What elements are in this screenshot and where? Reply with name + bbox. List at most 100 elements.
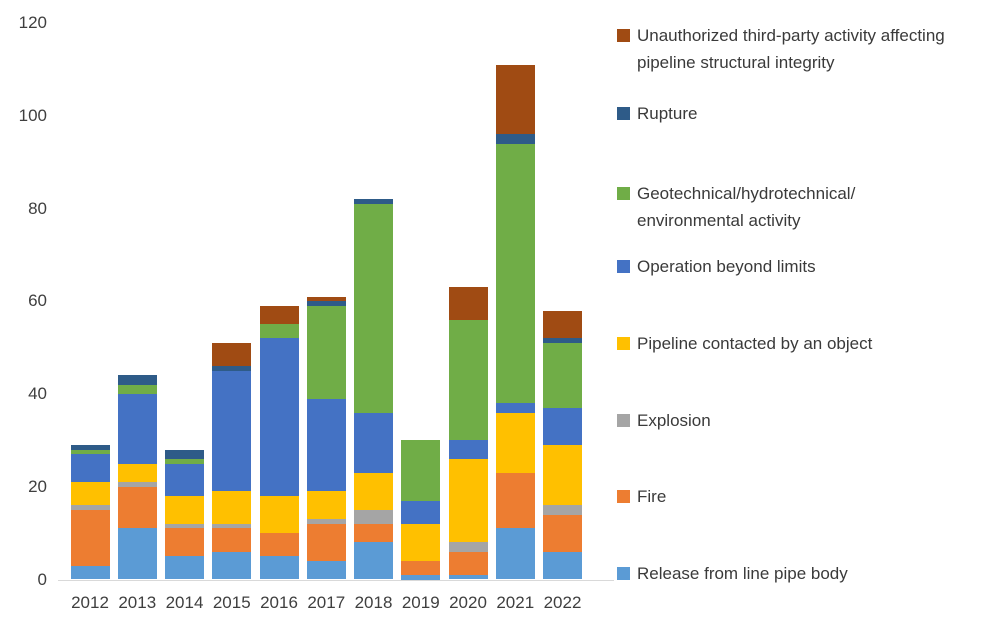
segment-release-from-line-2014	[165, 556, 204, 580]
legend-swatch-icon	[617, 490, 630, 503]
segment-release-from-line-2012	[70, 565, 110, 580]
x-axis-label-2021: 2021	[496, 593, 535, 612]
segment-rupture-2018	[354, 199, 393, 204]
segment-fire-2022	[543, 514, 582, 552]
legend-item-unauthorized-third-party: Unauthorized third-party activity affect…	[617, 22, 945, 76]
segment-pipeline-contacted-by-2020	[448, 458, 488, 543]
bar-2020	[448, 287, 488, 580]
segment-geotechnicalhydrotechnicalenvironmental-activity-2019	[401, 440, 441, 501]
segment-rupture-2017	[306, 301, 346, 306]
x-axis-label-2019: 2019	[401, 593, 440, 612]
segment-unauthorized-third-party-activity-2015	[212, 343, 252, 367]
bar-2014	[165, 449, 204, 580]
legend-label: Geotechnical/hydrotechnical/environmenta…	[637, 180, 855, 234]
x-axis-label-2014: 2014	[165, 593, 204, 612]
legend-item-explosion: Explosion	[617, 407, 711, 434]
y-axis-label-60: 60	[28, 291, 47, 311]
segment-geotechnicalhydrotechnicalenvironmental-activity-2021	[495, 143, 535, 404]
legend-item-geotechnicalhydrotechnical: Geotechnical/hydrotechnical/environmenta…	[617, 180, 855, 234]
legend-label: Rupture	[637, 100, 697, 127]
segment-geotechnicalhydrotechnicalenvironmental-activity-2022	[543, 343, 582, 408]
legend-label-line: Operation beyond limits	[637, 257, 816, 276]
segment-explosion-2020	[448, 542, 488, 552]
segment-explosion-2013	[117, 482, 157, 487]
legend-label-line: Geotechnical/hydrotechnical/	[637, 184, 856, 203]
segment-release-from-line-2018	[354, 542, 393, 580]
legend-swatch-icon	[617, 567, 630, 580]
segment-rupture-2014	[165, 449, 204, 459]
bar-2016	[259, 305, 299, 580]
segment-operation-beyond-limits-2012	[70, 454, 110, 483]
segment-operation-beyond-limits-2014	[165, 463, 204, 497]
segment-fire-2012	[70, 509, 110, 566]
segment-pipeline-contacted-by-2012	[70, 482, 110, 506]
bar-2012	[70, 445, 110, 580]
segment-geotechnicalhydrotechnicalenvironmental-activity-2017	[306, 305, 346, 399]
segment-pipeline-contacted-by-2019	[401, 523, 441, 561]
legend-item-release-from: Release from line pipe body	[617, 560, 848, 587]
segment-fire-2015	[212, 528, 252, 552]
legend-label: Release from line pipe body	[637, 560, 848, 587]
legend-label: Operation beyond limits	[637, 253, 816, 280]
segment-geotechnicalhydrotechnicalenvironmental-activity-2016	[259, 324, 299, 339]
y-axis-label-120: 120	[18, 13, 47, 32]
legend-label: Explosion	[637, 407, 711, 434]
bar-2018	[354, 199, 393, 580]
x-axis-label-2012: 2012	[71, 593, 109, 612]
segment-rupture-2013	[117, 375, 157, 385]
legend-label-line: Rupture	[637, 104, 698, 123]
y-axis-label-100: 100	[18, 105, 47, 125]
segment-release-from-line-2022	[543, 551, 582, 580]
x-axis-label-2018: 2018	[354, 593, 393, 612]
segment-unauthorized-third-party-activity-2021	[495, 64, 535, 135]
segment-fire-2016	[259, 533, 299, 557]
segment-geotechnicalhydrotechnicalenvironmental-activity-2018	[354, 203, 393, 413]
legend-label-line: Release from line pipe body	[637, 564, 848, 583]
segment-explosion-2012	[70, 505, 110, 510]
x-axis-label-2022: 2022	[543, 593, 582, 612]
segment-unauthorized-third-party-activity-2020	[448, 287, 488, 320]
bar-2022	[543, 310, 582, 580]
segment-operation-beyond-limits-2022	[543, 407, 582, 446]
legend-label-line: Explosion	[637, 411, 711, 430]
x-axis-line	[58, 579, 614, 581]
segment-release-from-line-2017	[306, 560, 346, 580]
segment-explosion-2014	[165, 523, 204, 529]
segment-explosion-2015	[212, 523, 252, 529]
segment-pipeline-contacted-by-2016	[259, 496, 299, 534]
segment-release-from-line-2019	[401, 574, 441, 580]
x-axis-label-2017: 2017	[307, 593, 346, 612]
segment-fire-2019	[401, 560, 441, 575]
bar-2021	[495, 64, 535, 580]
segment-pipeline-contacted-by-2022	[543, 445, 582, 506]
x-axis-label-2015: 2015	[212, 593, 251, 612]
segment-pipeline-contacted-by-2015	[212, 491, 252, 524]
segment-geotechnicalhydrotechnicalenvironmental-activity-2014	[165, 458, 204, 464]
segment-release-from-line-2013	[117, 528, 157, 580]
legend-item-operation-beyond: Operation beyond limits	[617, 253, 816, 280]
segment-explosion-2017	[306, 519, 346, 524]
segment-unauthorized-third-party-activity-2017	[306, 296, 346, 302]
segment-operation-beyond-limits-2013	[117, 394, 157, 464]
y-axis-label-0: 0	[37, 569, 47, 589]
segment-release-from-line-2016	[259, 556, 299, 580]
y-axis-label-20: 20	[28, 476, 47, 496]
segment-fire-2018	[354, 523, 393, 543]
segment-release-from-line-2020	[448, 574, 488, 580]
segment-release-from-line-2021	[495, 528, 535, 580]
segment-explosion-2018	[354, 509, 393, 524]
segment-rupture-2012	[70, 445, 110, 450]
bar-2013	[117, 375, 157, 580]
y-axis-label-40: 40	[28, 384, 47, 403]
segment-rupture-2021	[495, 134, 535, 144]
legend-swatch-icon	[617, 414, 630, 427]
x-axis-label-2020: 2020	[449, 593, 487, 612]
legend-label-line: Fire	[637, 487, 667, 506]
legend-label-line: pipeline structural integrity	[637, 53, 835, 72]
segment-rupture-2015	[212, 366, 252, 371]
x-axis-label-2016: 2016	[260, 593, 298, 612]
legend-label: Fire	[637, 483, 666, 510]
legend-swatch-icon	[617, 337, 630, 350]
legend-item-pipeline-contacted: Pipeline contacted by an object	[617, 330, 872, 357]
segment-geotechnicalhydrotechnicalenvironmental-activity-2012	[70, 449, 110, 455]
